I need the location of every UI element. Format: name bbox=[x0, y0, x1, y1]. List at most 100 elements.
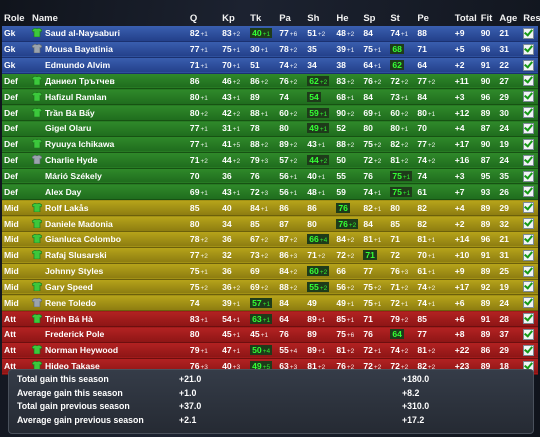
player-name-cell[interactable]: Alex Day bbox=[30, 183, 188, 201]
rest-checkbox[interactable] bbox=[523, 59, 535, 71]
player-row[interactable]: Def Trần Bá Bẩy 80+2 42+2 88+1 60+2 59+1 90+2 69… bbox=[2, 104, 538, 122]
player-name[interactable]: Hafizul Ramlan bbox=[45, 91, 107, 102]
column-header-kp[interactable]: Kp bbox=[222, 12, 235, 24]
rest-checkbox[interactable] bbox=[523, 154, 535, 166]
player-name[interactable]: Johnny Styles bbox=[45, 266, 104, 277]
rest-checkbox[interactable] bbox=[523, 202, 535, 214]
column-header-st[interactable]: St bbox=[390, 12, 400, 24]
rest-checkbox[interactable] bbox=[523, 297, 535, 309]
player-row[interactable]: Mid Gary Speed 75+2 36+2 69+2 88+2 55+2 56+2 75+… bbox=[2, 279, 538, 296]
rest-checkbox[interactable] bbox=[523, 344, 535, 356]
player-name-cell[interactable]: Mousa Bayatinia bbox=[30, 41, 188, 58]
player-row[interactable]: Gk Edmundo Alvim 71+1 70+1 51 74+2 34 38 64+1 62 6… bbox=[2, 57, 538, 74]
rest-checkbox[interactable] bbox=[523, 249, 535, 261]
player-row[interactable]: Def Hafizul Ramlan 80+1 43+1 89 74 54 68+1 84 73+… bbox=[2, 88, 538, 106]
rest-checkbox[interactable] bbox=[523, 107, 535, 119]
player-name[interactable]: Hideo Takase bbox=[45, 361, 100, 372]
rest-checkbox[interactable] bbox=[523, 265, 535, 277]
player-name-cell[interactable]: Даниел Трътчев bbox=[30, 73, 188, 90]
player-name-cell[interactable]: Trịnh Bá Hà bbox=[30, 310, 188, 328]
rest-checkbox[interactable] bbox=[523, 313, 535, 325]
column-header-total[interactable]: Total bbox=[454, 12, 477, 24]
player-name[interactable]: Charlie Hyde bbox=[45, 155, 98, 166]
player-name[interactable]: Даниел Трътчев bbox=[45, 75, 115, 86]
player-name-cell[interactable]: Norman Heywood bbox=[30, 342, 188, 359]
rest-checkbox[interactable] bbox=[523, 281, 535, 293]
player-name-cell[interactable]: Trần Bá Bẩy bbox=[30, 104, 188, 122]
player-name[interactable]: Norman Heywood bbox=[45, 345, 119, 356]
player-name[interactable]: Gianluca Colombo bbox=[45, 234, 121, 245]
column-header-name[interactable]: Name bbox=[32, 12, 58, 24]
player-row[interactable]: Gk Saud al-Naysaburi 82+1 83+2 40+1 77+6 51+2 4… bbox=[2, 26, 538, 42]
player-name[interactable]: Frederick Pole bbox=[45, 329, 105, 340]
player-row[interactable]: Mid Gianluca Colombo 78+2 36 67+2 87+2 66+4 84+… bbox=[2, 231, 538, 248]
player-row[interactable]: Mid Rafaj Slusarski 77+2 32 73+2 86+3 71+2 72+2… bbox=[2, 247, 538, 264]
column-header-pa[interactable]: Pa bbox=[279, 12, 291, 24]
player-name-cell[interactable]: Rene Toledo bbox=[30, 294, 188, 312]
player-name[interactable]: Daniele Madonia bbox=[45, 218, 113, 229]
column-header-fit[interactable]: Fit bbox=[480, 12, 493, 24]
player-name[interactable]: Gigel Olaru bbox=[45, 123, 92, 134]
player-row[interactable]: Gk Mousa Bayatinia 77+1 75+1 30+1 78+2 35 39+1 7… bbox=[2, 41, 538, 58]
rest-checkbox[interactable] bbox=[523, 75, 535, 87]
column-header-sh[interactable]: Sh bbox=[307, 12, 320, 24]
player-name-cell[interactable]: Rafaj Slusarski bbox=[30, 247, 188, 264]
rest-checkbox[interactable] bbox=[523, 43, 535, 55]
player-row[interactable]: Def Charlie Hyde 71+2 44+2 79+3 57+2 44+2 50 72+… bbox=[2, 152, 538, 169]
player-name-cell[interactable]: Johnny Styles bbox=[30, 263, 188, 280]
column-header-age[interactable]: Age bbox=[499, 12, 518, 24]
player-row[interactable]: Att Frederick Pole 80 45+1 45+1 76 89 75+6 76 64 7… bbox=[2, 326, 538, 343]
player-name[interactable]: Trịnh Bá Hà bbox=[45, 313, 93, 324]
rest-checkbox[interactable] bbox=[523, 27, 535, 39]
rest-checkbox[interactable] bbox=[523, 233, 535, 245]
player-name-cell[interactable]: Gianluca Colombo bbox=[30, 231, 188, 248]
player-name-cell[interactable]: Hafizul Ramlan bbox=[30, 88, 188, 106]
rest-checkbox[interactable] bbox=[523, 122, 535, 134]
column-header-role[interactable]: Role bbox=[4, 12, 25, 24]
player-row[interactable]: Att Norman Heywood 79+1 47+1 50+4 55+4 89+1 81+… bbox=[2, 342, 538, 359]
player-row[interactable]: Def Ryuuya Ichikawa 77+1 41+5 88+2 89+2 43+1 88… bbox=[2, 136, 538, 153]
player-name[interactable]: Saud al-Naysaburi bbox=[45, 28, 121, 39]
player-row[interactable]: Mid Rolf Lakås 85 40 84+1 86 86 76 82+1 80 82 +4 89 2… bbox=[2, 199, 538, 217]
column-header-pe[interactable]: Pe bbox=[417, 12, 429, 24]
player-row[interactable]: Def Даниел Трътчев 86 46+2 86+2 76+2 62+2 83+2 7… bbox=[2, 73, 538, 90]
player-name[interactable]: Mousa Bayatinia bbox=[45, 44, 113, 55]
player-name-cell[interactable]: Daniele Madonia bbox=[30, 215, 188, 232]
player-name[interactable]: Ryuuya Ichikawa bbox=[45, 139, 115, 150]
player-name-cell[interactable]: Márió Székely bbox=[30, 168, 188, 185]
rest-checkbox[interactable] bbox=[523, 218, 535, 230]
player-name[interactable]: Rafaj Slusarski bbox=[45, 250, 107, 261]
player-name-cell[interactable]: Saud al-Naysaburi bbox=[30, 26, 188, 42]
player-name[interactable]: Edmundo Alvim bbox=[45, 60, 111, 71]
column-header-sp[interactable]: Sp bbox=[363, 12, 376, 24]
player-name[interactable]: Márió Székely bbox=[45, 171, 102, 182]
column-header-tk[interactable]: Tk bbox=[250, 12, 262, 24]
player-name-cell[interactable]: Frederick Pole bbox=[30, 326, 188, 343]
rest-checkbox[interactable] bbox=[523, 186, 535, 198]
rest-checkbox[interactable] bbox=[523, 91, 535, 103]
rest-checkbox[interactable] bbox=[523, 170, 535, 182]
player-row[interactable]: Def Márió Székely 70 36 76 56+1 40+1 55 76 75+1 74… bbox=[2, 168, 538, 185]
player-name-cell[interactable]: Gigel Olaru bbox=[30, 120, 188, 137]
player-row[interactable]: Def Gigel Olaru 77+1 31+1 78 80 49+1 52 80 80+1 70… bbox=[2, 120, 538, 137]
player-row[interactable]: Mid Daniele Madonia 80 34 85 87 80 76+2 84 85 82 +2… bbox=[2, 215, 538, 232]
player-row[interactable]: Def Alex Day 69+1 43+1 72+3 56+1 48+1 59 74+1 75+… bbox=[2, 183, 538, 201]
player-name[interactable]: Rolf Lakås bbox=[45, 202, 89, 213]
player-name-cell[interactable]: Charlie Hyde bbox=[30, 152, 188, 169]
player-name-cell[interactable]: Gary Speed bbox=[30, 279, 188, 296]
column-header-q[interactable]: Q bbox=[189, 12, 198, 24]
rest-checkbox[interactable] bbox=[523, 138, 535, 150]
player-row[interactable]: Att Trịnh Bá Hà 83+1 54+1 63+1 64 89+1 85+1 71 79… bbox=[2, 310, 538, 328]
column-header-he[interactable]: He bbox=[336, 12, 349, 24]
player-name[interactable]: Trần Bá Bẩy bbox=[45, 107, 95, 118]
player-row[interactable]: Mid Rene Toledo 74 39+1 57+1 84 49 49+1 75+1 72+1… bbox=[2, 294, 538, 312]
player-name[interactable]: Rene Toledo bbox=[45, 297, 96, 308]
player-row[interactable]: Mid Johnny Styles 75+1 36 69 84+2 60+2 66 77 76+3… bbox=[2, 263, 538, 280]
player-name-cell[interactable]: Ryuuya Ichikawa bbox=[30, 136, 188, 153]
player-name[interactable]: Gary Speed bbox=[45, 281, 93, 292]
player-name-cell[interactable]: Edmundo Alvim bbox=[30, 57, 188, 74]
player-name-cell[interactable]: Rolf Lakås bbox=[30, 199, 188, 217]
column-header-rest[interactable]: Rest bbox=[523, 12, 540, 24]
rest-checkbox[interactable] bbox=[523, 328, 535, 340]
player-name[interactable]: Alex Day bbox=[45, 186, 82, 197]
